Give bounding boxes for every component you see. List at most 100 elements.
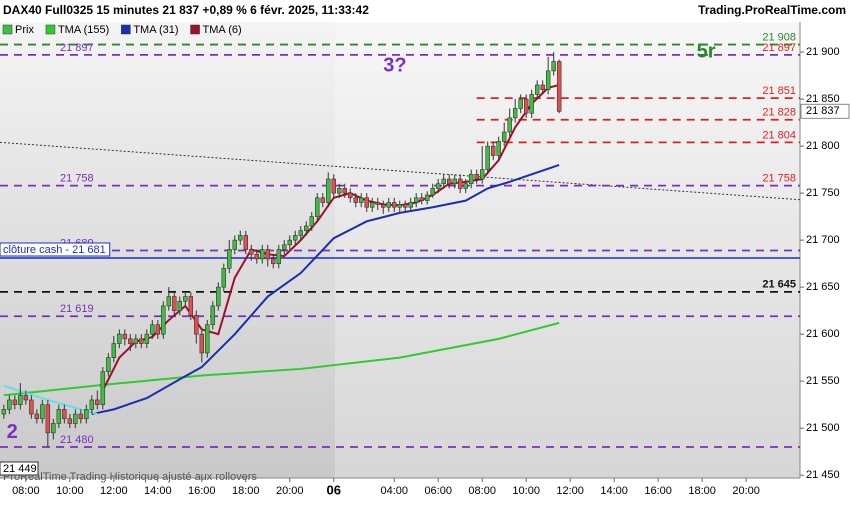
candle-body <box>265 249 270 260</box>
candle-body <box>430 188 435 196</box>
annotation: 2 <box>7 421 18 443</box>
candle-body <box>238 235 243 241</box>
candle-body <box>18 394 23 405</box>
x-tick-label: 12:00 <box>556 485 584 497</box>
candle-body <box>534 84 540 95</box>
y-tick-label: 21 900 <box>806 46 840 58</box>
y-tick-label: 21 600 <box>806 328 840 340</box>
x-tick-label: 14:00 <box>144 485 172 497</box>
candle-body <box>293 235 298 241</box>
candle-body <box>84 409 89 420</box>
footer: ProRealTime Trading Historique ajusté au… <box>3 471 257 483</box>
candle-body <box>397 204 402 208</box>
candle-body <box>95 399 100 405</box>
candle-body <box>122 333 128 340</box>
candle-body <box>67 418 73 424</box>
legend-swatch <box>121 24 131 35</box>
candle-body <box>276 249 281 264</box>
candle-body <box>359 197 364 203</box>
candle-body <box>512 108 518 119</box>
level-label: 21 758 <box>762 173 796 185</box>
low-box <box>0 461 39 476</box>
legend-label: TMA (155) <box>58 24 109 36</box>
candle-body <box>12 399 18 405</box>
candle-body <box>315 197 320 217</box>
candle-body <box>529 94 534 114</box>
legend-swatch <box>45 24 56 35</box>
candle-body <box>408 202 413 208</box>
y-tick-label: 21 450 <box>806 469 840 481</box>
candle-body <box>139 338 144 344</box>
candle-body <box>479 169 485 180</box>
candle-body <box>370 202 375 208</box>
candle-body <box>540 84 545 90</box>
candle-body <box>194 315 199 335</box>
candle-body <box>89 399 95 410</box>
candle-body <box>523 98 529 114</box>
candle-body <box>100 371 106 405</box>
candle-body <box>474 174 479 180</box>
candle-body <box>446 178 452 185</box>
level-label: 21 804 <box>762 129 796 141</box>
candle-body <box>227 249 232 269</box>
candle-body <box>243 235 248 250</box>
x-tick-label: 12:00 <box>100 485 128 497</box>
level-label: 21 828 <box>762 107 796 119</box>
candle-body <box>375 202 380 205</box>
candle-body <box>40 404 45 420</box>
candle-body <box>364 197 369 208</box>
candle-body <box>150 324 155 335</box>
candle-body <box>29 399 34 415</box>
candle-body <box>271 258 276 264</box>
candle-body <box>402 204 408 208</box>
candle-body <box>249 249 254 255</box>
candle-body <box>51 423 56 434</box>
level-label: 21 908 <box>762 31 796 43</box>
last-price-label: 21 837 <box>806 105 840 117</box>
candle-body <box>545 70 551 90</box>
candle-body <box>232 239 238 250</box>
candle-body <box>287 239 292 246</box>
annotation: 3? <box>383 54 406 76</box>
x-tick-label: 06:00 <box>424 485 452 497</box>
candle-body <box>342 188 347 194</box>
legend-swatch <box>190 24 200 35</box>
candle-body <box>320 197 325 203</box>
candle-body <box>254 253 259 260</box>
candle-body <box>556 61 562 112</box>
x-tick-label: 08:00 <box>12 485 40 497</box>
candle-body <box>128 338 133 344</box>
candle-body <box>205 324 210 354</box>
candle-body <box>457 178 463 189</box>
candle-body <box>155 324 161 335</box>
x-tick-label: 20:00 <box>732 485 760 497</box>
candle-body <box>348 192 353 199</box>
level-label: 21 758 <box>60 173 94 185</box>
candle-body <box>260 249 265 260</box>
candle-body <box>386 202 391 208</box>
x-tick-label: 10:00 <box>56 485 84 497</box>
x-tick-label: 16:00 <box>644 485 672 497</box>
candle-body <box>221 268 227 288</box>
candle-body <box>381 204 386 208</box>
legend-swatch <box>2 24 13 35</box>
y-tick-label: 21 750 <box>806 187 840 199</box>
y-tick-label: 21 850 <box>806 93 840 105</box>
candle-body <box>177 300 183 311</box>
candle-body <box>111 343 117 358</box>
legend-label: TMA (31) <box>133 24 178 36</box>
candle-body <box>309 216 314 227</box>
candle-body <box>298 230 303 236</box>
candle-body <box>331 178 336 194</box>
candle-body <box>485 145 490 170</box>
candle-body <box>7 399 12 410</box>
x-tick-label: 18:00 <box>688 485 716 497</box>
x-tick-label: 16:00 <box>188 485 216 497</box>
y-tick-label: 21 650 <box>806 281 840 293</box>
legend-label: TMA (6) <box>203 24 242 36</box>
ma-line <box>91 163 560 416</box>
last-price-box <box>800 103 850 119</box>
candle-body <box>441 178 446 185</box>
candle-body <box>73 413 78 424</box>
